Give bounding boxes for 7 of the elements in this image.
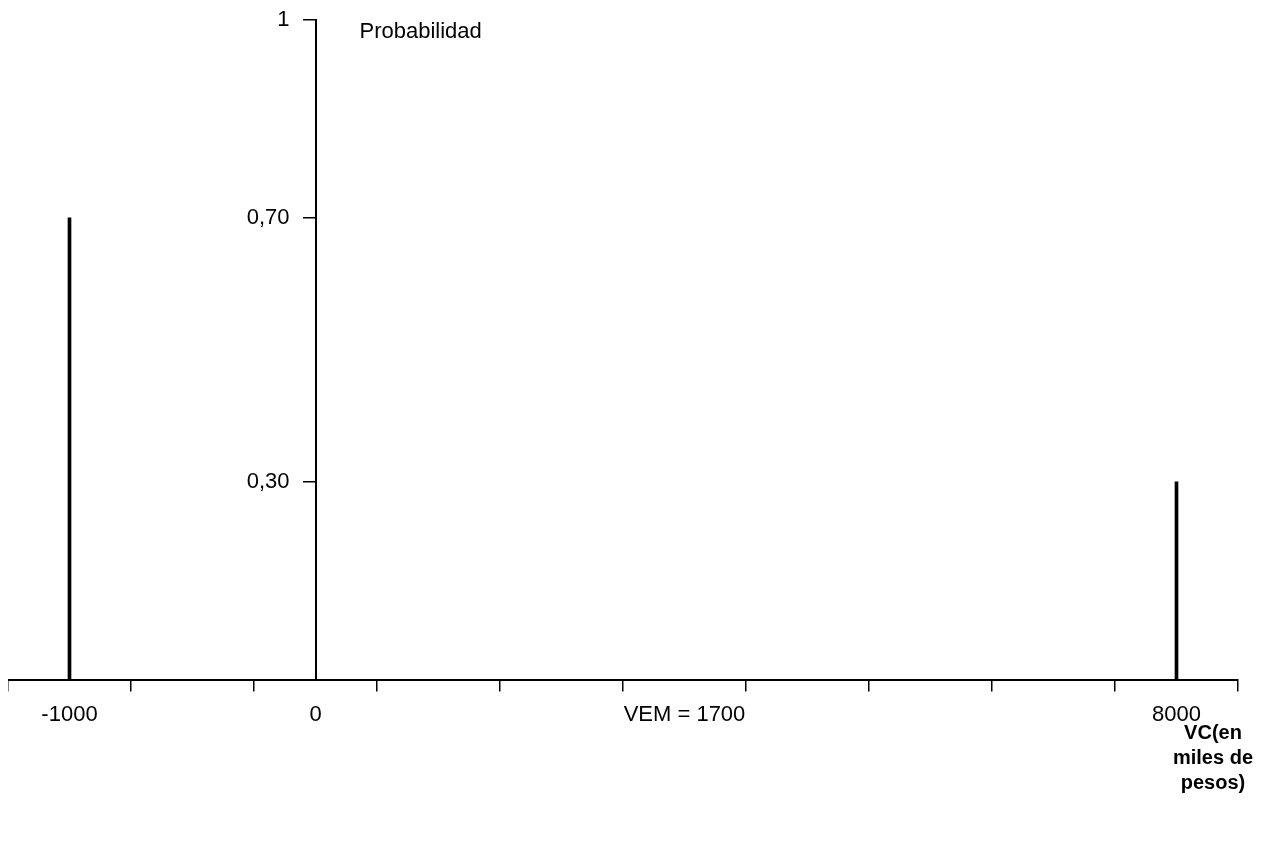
y-tick-label: 0,30 — [246, 467, 290, 493]
x-tick-label: -1000 — [41, 700, 98, 726]
x-tick-label: VEM = 1700 — [623, 700, 746, 726]
x-tick-label: 0 — [309, 700, 322, 726]
y-axis-title: Probabilidad — [359, 18, 482, 44]
y-tick-label: 0,70 — [246, 203, 290, 229]
y-tick-label: 1 — [277, 6, 290, 32]
